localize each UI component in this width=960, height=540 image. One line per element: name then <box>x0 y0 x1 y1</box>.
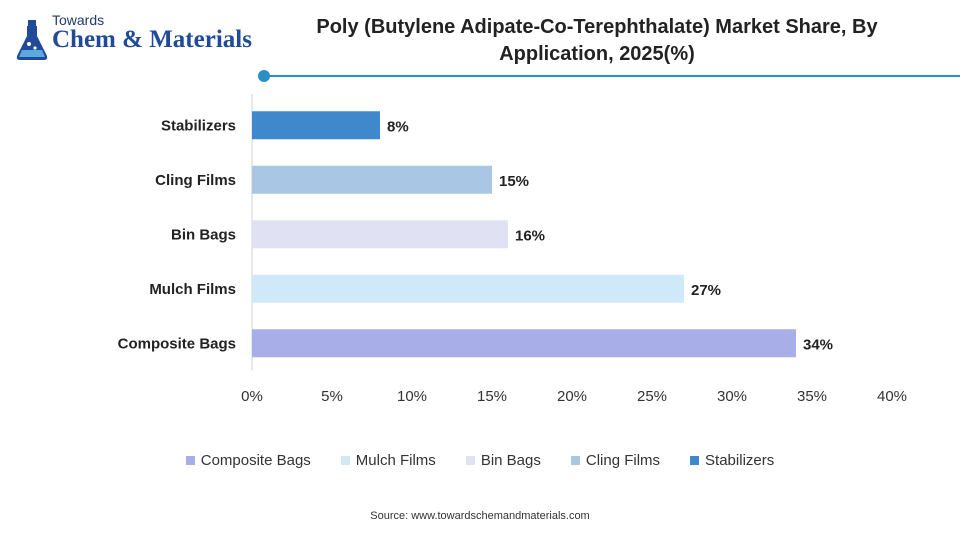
x-tick-label: 10% <box>397 388 427 405</box>
chart-title: Poly (Butylene Adipate-Co-Terephthalate)… <box>316 16 878 65</box>
legend-entry: Stabilizers <box>690 452 774 469</box>
logo: Towards Chem & Materials <box>14 12 254 68</box>
data-label: 15% <box>499 173 529 190</box>
legend-entry: Composite Bags <box>185 452 311 469</box>
bar-cling-films <box>252 165 492 194</box>
legend-swatch <box>465 456 475 465</box>
x-tick-label: 35% <box>797 388 827 405</box>
x-tick-label: 30% <box>717 388 747 405</box>
x-tick-label: 5% <box>321 388 343 405</box>
legend-label: Cling Films <box>585 452 661 469</box>
x-tick-label: 20% <box>557 388 587 405</box>
x-tick-label: 40% <box>877 388 907 405</box>
data-label: 34% <box>803 336 833 353</box>
data-label: 8% <box>387 118 409 135</box>
bar-bin-bags <box>252 220 508 249</box>
category-label: Composite Bags <box>118 335 236 352</box>
legend-label: Stabilizers <box>705 452 775 469</box>
legend-entry: Cling Films <box>570 452 661 469</box>
category-label: Bin Bags <box>171 226 236 243</box>
category-label: Stabilizers <box>161 117 236 134</box>
bar-mulch-films <box>252 274 684 303</box>
bar-stabilizers <box>252 111 380 140</box>
data-label: 27% <box>691 282 721 299</box>
bar-composite-bags <box>252 329 796 358</box>
flask-logo-icon <box>16 20 48 60</box>
bar-chart: Stabilizers 8% Cling Films 15% Bin Bags 16% Mu… <box>118 94 907 405</box>
legend-swatch <box>570 456 580 465</box>
legend-swatch <box>690 456 700 465</box>
legend-label: Bin Bags <box>480 452 541 469</box>
legend-label: Composite Bags <box>200 452 311 469</box>
chart-legend: Composite Bags Mulch Films Bin Bags Cling F… <box>0 452 960 469</box>
logo-text-towards: Towards <box>52 12 105 28</box>
x-tick-label: 25% <box>637 388 667 405</box>
x-tick-label: 0% <box>241 388 263 405</box>
logo-text-main: Chem & Materials <box>52 26 252 53</box>
category-label: Mulch Films <box>149 281 236 298</box>
category-label: Cling Films <box>155 172 236 189</box>
legend-swatch <box>340 456 350 465</box>
legend-swatch <box>185 456 195 465</box>
data-label: 16% <box>515 227 545 244</box>
legend-entry: Mulch Films <box>340 452 436 469</box>
legend-label: Mulch Films <box>355 452 436 469</box>
x-tick-label: 15% <box>477 388 507 405</box>
source-note: Source: www.towardschemandmaterials.com <box>370 510 590 522</box>
title-rule <box>264 75 960 77</box>
legend-entry: Bin Bags <box>465 452 541 469</box>
